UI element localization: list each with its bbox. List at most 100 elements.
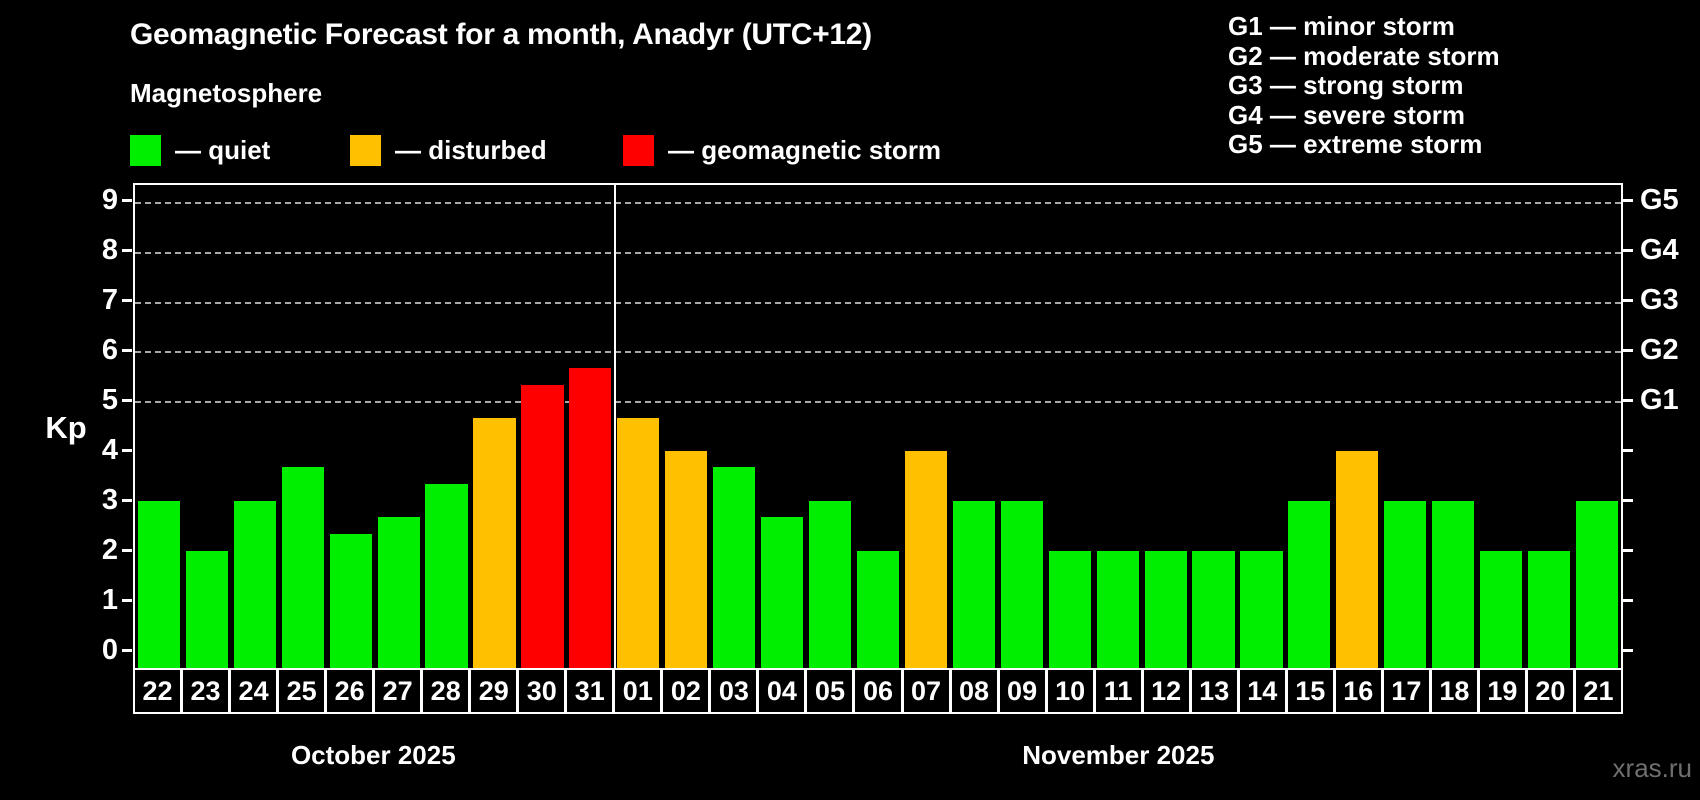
date-cell-04: 04 <box>756 670 804 712</box>
g-scale-label-G3: G3 <box>1640 284 1679 316</box>
y-tick-label-5: 5 <box>101 384 118 416</box>
kp-bar-24 <box>233 500 276 668</box>
y-tick-label-4: 4 <box>101 434 118 466</box>
date-cell-12: 12 <box>1140 670 1189 712</box>
magnetosphere-label: Magnetosphere <box>130 78 323 108</box>
y-tick-left-6 <box>122 348 132 352</box>
y-tick-left-8 <box>122 248 132 252</box>
y-tick-right-1 <box>1623 598 1633 602</box>
y-tick-right-5 <box>1623 398 1633 402</box>
date-cell-23: 23 <box>180 670 228 712</box>
kp-bar-03 <box>713 467 756 668</box>
date-cell-11: 11 <box>1092 670 1141 712</box>
g-scale-label-G1: G1 <box>1640 384 1679 416</box>
month-label-october: October 2025 <box>290 740 456 770</box>
kp-bar-05 <box>808 500 852 668</box>
legend-label-storm: — geomagnetic storm <box>668 134 942 165</box>
g-scale-legend: G1 — minor storm G2 — moderate storm G3 … <box>1228 11 1500 160</box>
date-cell-17: 17 <box>1380 670 1429 712</box>
legend-label-quiet: — quiet <box>175 134 271 165</box>
kp-bar-02 <box>665 450 708 668</box>
kp-bar-21 <box>1575 500 1619 668</box>
g-scale-label-G4: G4 <box>1640 234 1679 266</box>
date-cell-20: 20 <box>1524 670 1573 712</box>
disturbed-color-swatch <box>350 134 381 166</box>
y-tick-right-0 <box>1623 648 1633 652</box>
kp-bar-08 <box>952 500 995 668</box>
y-tick-right-8 <box>1623 248 1633 252</box>
legend-item-quiet: — quiet <box>130 131 270 169</box>
y-tick-left-7 <box>122 298 132 302</box>
kp-bar-18 <box>1432 500 1475 668</box>
date-cell-03: 03 <box>708 670 756 712</box>
date-cell-08: 08 <box>948 670 997 712</box>
legend-label-disturbed: — disturbed <box>395 134 547 165</box>
g4-legend-line: G4 — severe storm <box>1228 99 1466 130</box>
gridline-kp6 <box>135 351 1621 354</box>
date-cell-02: 02 <box>660 670 708 712</box>
g1-legend-line: G1 — minor storm <box>1228 11 1455 41</box>
gridline-kp9 <box>135 201 1621 204</box>
date-cell-30: 30 <box>516 670 564 712</box>
date-cell-21: 21 <box>1572 670 1621 712</box>
kp-bar-11 <box>1096 550 1139 668</box>
y-tick-label-2: 2 <box>101 534 118 566</box>
date-cell-07: 07 <box>900 670 949 712</box>
kp-bar-27 <box>377 517 420 668</box>
y-tick-label-1: 1 <box>101 584 118 616</box>
y-tick-label-7: 7 <box>101 284 118 316</box>
y-axis-title: Kp <box>45 410 87 445</box>
y-tick-left-4 <box>122 448 132 452</box>
kp-bar-12 <box>1144 550 1187 668</box>
date-cell-27: 27 <box>372 670 420 712</box>
gridline-kp5 <box>135 401 1621 404</box>
date-cell-13: 13 <box>1188 670 1237 712</box>
date-cell-31: 31 <box>564 670 612 712</box>
kp-bar-22 <box>137 500 181 668</box>
status-legend: — quiet — disturbed — geomagnetic storm <box>0 131 1700 169</box>
kp-bar-16 <box>1336 450 1379 668</box>
y-tick-left-2 <box>122 548 132 552</box>
date-cell-28: 28 <box>420 670 468 712</box>
kp-bar-31 <box>569 367 612 668</box>
date-cell-14: 14 <box>1236 670 1285 712</box>
date-cell-09: 09 <box>996 670 1045 712</box>
g-scale-label-G2: G2 <box>1640 334 1679 366</box>
y-tick-label-6: 6 <box>101 334 118 366</box>
gridline-kp7 <box>135 301 1621 304</box>
y-tick-right-7 <box>1623 298 1633 302</box>
kp-bar-14 <box>1240 550 1283 668</box>
date-cell-26: 26 <box>324 670 372 712</box>
y-tick-right-9 <box>1623 198 1633 202</box>
date-cell-22: 22 <box>142 675 173 706</box>
kp-plot-area <box>133 183 1623 668</box>
kp-bar-25 <box>281 467 324 668</box>
legend-item-disturbed: — disturbed <box>350 131 547 169</box>
kp-bar-29 <box>473 417 516 668</box>
g5-legend-line: G5 — extreme storm <box>1228 129 1483 159</box>
kp-bar-06 <box>856 550 900 668</box>
date-cell-05: 05 <box>804 670 852 712</box>
storm-color-swatch <box>623 134 654 166</box>
quiet-color-swatch <box>130 134 161 166</box>
y-tick-label-9: 9 <box>101 184 118 216</box>
g2-legend-line: G2 — moderate storm <box>1228 40 1500 71</box>
kp-bar-07 <box>904 450 948 668</box>
kp-bar-13 <box>1192 550 1235 668</box>
month-separator-line <box>614 185 617 668</box>
kp-bar-20 <box>1528 550 1571 668</box>
kp-bar-26 <box>329 534 372 668</box>
kp-bar-01 <box>617 417 660 668</box>
date-cell-06: 06 <box>852 670 900 712</box>
y-tick-left-1 <box>122 598 132 602</box>
kp-bar-17 <box>1384 500 1427 668</box>
legend-item-storm: — geomagnetic storm <box>623 131 941 169</box>
date-cell-15: 15 <box>1284 670 1333 712</box>
gridline-kp8 <box>135 251 1621 254</box>
g-scale-label-G5: G5 <box>1640 184 1679 216</box>
month-label-november: November 2025 <box>1022 740 1215 770</box>
date-cell-24: 24 <box>228 670 276 712</box>
y-tick-right-6 <box>1623 348 1633 352</box>
date-cell-16: 16 <box>1332 670 1381 712</box>
